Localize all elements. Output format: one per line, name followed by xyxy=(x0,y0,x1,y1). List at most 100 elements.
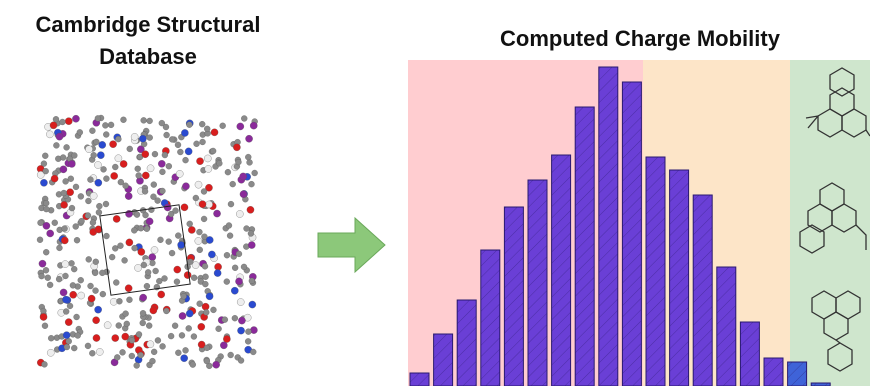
atom xyxy=(191,275,197,281)
atom xyxy=(248,181,254,187)
atom xyxy=(145,269,151,275)
atom xyxy=(249,301,256,308)
atom xyxy=(63,308,69,314)
atom xyxy=(235,159,241,165)
atom xyxy=(103,201,109,207)
atom xyxy=(202,263,208,269)
atom xyxy=(47,349,54,356)
bar-hatch xyxy=(670,170,689,386)
atom xyxy=(39,273,45,279)
atom xyxy=(224,252,230,258)
atom xyxy=(144,226,150,232)
atom xyxy=(143,212,149,218)
atom xyxy=(151,246,158,253)
atom xyxy=(117,243,123,249)
atom xyxy=(40,313,47,320)
atom xyxy=(205,201,212,208)
atom xyxy=(169,136,175,142)
atom xyxy=(73,184,79,190)
atom xyxy=(132,245,138,251)
atom xyxy=(157,237,163,243)
atom xyxy=(175,142,181,148)
atom xyxy=(222,317,228,323)
atom xyxy=(138,352,144,358)
atom xyxy=(172,323,178,329)
atom xyxy=(125,192,132,199)
atom xyxy=(95,179,102,186)
atom xyxy=(147,135,153,141)
atom xyxy=(211,129,218,136)
atom xyxy=(88,295,95,302)
atom xyxy=(63,332,70,339)
atom xyxy=(99,270,105,276)
atom xyxy=(204,155,211,162)
atom xyxy=(56,245,62,251)
atom xyxy=(93,334,100,341)
atom xyxy=(140,320,146,326)
atom xyxy=(71,152,77,158)
atom xyxy=(103,176,109,182)
atom xyxy=(146,218,153,225)
atom xyxy=(96,203,102,209)
atom xyxy=(89,128,95,134)
atom xyxy=(109,254,115,260)
atom xyxy=(88,283,94,289)
atom xyxy=(181,355,188,362)
atom xyxy=(56,276,62,282)
atom xyxy=(202,281,208,287)
atom xyxy=(184,271,191,278)
atom xyxy=(67,189,74,196)
atom xyxy=(99,141,106,148)
atom xyxy=(47,282,53,288)
atom xyxy=(166,163,172,169)
atom xyxy=(155,337,161,343)
atom xyxy=(120,349,126,355)
atom xyxy=(203,309,209,315)
atom xyxy=(129,337,135,343)
atom xyxy=(45,275,51,281)
atom xyxy=(162,152,168,158)
atom xyxy=(236,251,242,257)
atom xyxy=(135,166,141,172)
atom xyxy=(205,165,212,172)
bar-hatch xyxy=(481,250,500,386)
atom xyxy=(182,183,189,190)
atom xyxy=(124,321,130,327)
atom xyxy=(43,267,49,273)
atom xyxy=(115,155,122,162)
atom xyxy=(43,249,49,255)
atom xyxy=(210,307,216,313)
atom xyxy=(174,266,181,273)
atom xyxy=(183,347,189,353)
atom xyxy=(179,312,186,319)
atom xyxy=(233,144,240,151)
atom xyxy=(78,193,84,199)
atom xyxy=(206,293,213,300)
atom xyxy=(249,278,255,284)
atom xyxy=(210,148,216,154)
atom xyxy=(226,222,232,228)
atom xyxy=(245,154,251,160)
atom xyxy=(232,265,238,271)
atom xyxy=(198,323,205,330)
atom xyxy=(96,348,103,355)
atom xyxy=(149,254,156,261)
atom xyxy=(181,293,187,299)
atom xyxy=(238,358,244,364)
atom xyxy=(103,131,109,137)
atom xyxy=(93,259,99,265)
atom xyxy=(89,350,95,356)
atom xyxy=(97,152,104,159)
atom xyxy=(237,123,244,130)
atom xyxy=(149,260,155,266)
atom xyxy=(179,332,185,338)
atom xyxy=(64,144,70,150)
atom xyxy=(39,260,46,267)
bar-hatch xyxy=(788,362,807,386)
atom xyxy=(244,226,250,232)
atom xyxy=(62,296,69,303)
atom xyxy=(185,148,192,155)
atom xyxy=(228,201,234,207)
atom xyxy=(177,149,183,155)
atom xyxy=(72,115,79,122)
